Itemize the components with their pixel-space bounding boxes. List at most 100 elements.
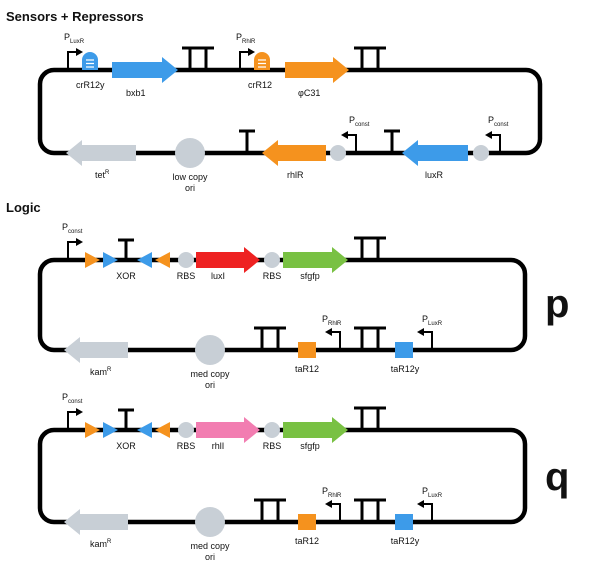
q-terminator-bottom-2: [270, 498, 286, 522]
p-rbs-2-label: RBS: [263, 271, 282, 281]
pluxr-label: PLuxR: [64, 32, 85, 45]
logic-q-plasmid: Pconst XOR RBS rhlI RBS sfgfp kamR med c…: [37, 392, 569, 562]
q-rbs-1-label: RBS: [177, 441, 196, 451]
logic-section-title: Logic: [6, 200, 41, 215]
promoter-prhlr-arrowhead: [248, 48, 255, 56]
q-terminator-top-1: [354, 406, 370, 430]
bxb1-gene-arrow: [112, 57, 178, 83]
promoter-prhlr-symbol: [239, 51, 248, 70]
terminator-5: [239, 129, 255, 153]
p-tar12-label: taR12: [295, 364, 319, 374]
p-plasmid-letter: p: [545, 282, 569, 326]
q-med-copy-label-line1: med copy: [190, 541, 230, 551]
p-sfgfp-gene-arrow: [283, 247, 348, 273]
luxr-label: luxR: [425, 170, 444, 180]
p-blue-site-2-icon: [137, 252, 152, 268]
p-med-copy-label-line2: ori: [205, 380, 215, 390]
q-pconst-label: Pconst: [62, 392, 83, 405]
crr12-stem-lines: [258, 59, 266, 68]
p-xor-terminator: [118, 238, 134, 260]
p-promoter-pluxr-symbol: [424, 331, 433, 350]
p-luxi-label: luxI: [211, 271, 225, 281]
promoter-pluxr-arrowhead: [76, 48, 83, 56]
q-tar12-box: [298, 514, 316, 530]
prhlr-label: PRhlR: [236, 32, 256, 45]
p-med-copy-ori-circle: [195, 335, 225, 365]
p-orange-site-1-icon: [85, 252, 100, 268]
q-promoter-prhlr-symbol: [332, 503, 341, 522]
sensors-section-title: Sensors + Repressors: [6, 9, 144, 24]
p-rbs-2-circle: [264, 252, 280, 268]
phic31-gene-arrow: [285, 57, 349, 83]
crr12y-riboswitch-icon: [82, 52, 98, 70]
p-pluxr-label: PLuxR: [422, 314, 443, 327]
q-backbone: [37, 427, 528, 525]
p-rbs-1-circle: [178, 252, 194, 268]
q-kamr-label: kamR: [90, 539, 112, 549]
sensors-backbone: [37, 67, 543, 156]
q-prhlr-label: PRhlR: [322, 486, 342, 499]
q-xor-terminator: [118, 408, 134, 430]
crr12-riboswitch-icon: [254, 52, 270, 70]
q-terminator-bottom-3: [354, 498, 370, 522]
p-terminator-top-1: [354, 236, 370, 260]
p-terminator-bottom-2: [270, 326, 286, 350]
p-prhlr-label: PRhlR: [322, 314, 342, 327]
q-rbs-2-label: RBS: [263, 441, 282, 451]
p-med-copy-label-line1: med copy: [190, 369, 230, 379]
low-copy-label-line1: low copy: [172, 172, 208, 182]
q-rhli-label: rhlI: [212, 441, 225, 451]
promoter-pconst-1-arrowhead: [341, 131, 348, 139]
promoter-pluxr-symbol: [67, 51, 76, 70]
p-promoter-pluxr-arrowhead: [417, 328, 424, 336]
p-kamr-label: kamR: [90, 367, 112, 377]
q-rbs-2-circle: [264, 422, 280, 438]
p-tar12y-label: taR12y: [391, 364, 420, 374]
q-promoter-pluxr-arrowhead: [417, 500, 424, 508]
p-luxi-gene-arrow: [196, 247, 260, 273]
q-promoter-pconst-symbol: [67, 411, 76, 430]
rbs-circle-1: [330, 145, 346, 161]
p-promoter-prhlr-symbol: [332, 331, 341, 350]
crr12y-label: crR12y: [76, 80, 105, 90]
tetr-label: tetR: [95, 170, 110, 180]
low-copy-ori-circle: [175, 138, 205, 168]
p-promoter-pconst-symbol: [67, 241, 76, 260]
q-plasmid-letter: q: [545, 455, 569, 499]
q-med-copy-ori-circle: [195, 507, 225, 537]
p-terminator-bottom-4: [370, 326, 386, 350]
terminator-6: [384, 129, 400, 153]
q-rhli-gene-arrow: [196, 417, 260, 443]
q-promoter-pconst-arrowhead: [76, 408, 83, 416]
sensors-plasmid: PLuxR crR12y bxb1 PRhlR crR12 φC31 tetR …: [37, 32, 543, 193]
q-tar12y-box: [395, 514, 413, 530]
q-med-copy-label-line2: ori: [205, 552, 215, 562]
q-promoter-prhlr-arrowhead: [325, 500, 332, 508]
terminator-2: [198, 46, 214, 70]
q-terminator-bottom-4: [370, 498, 386, 522]
terminator-4: [370, 46, 386, 70]
q-orange-site-2-icon: [155, 422, 170, 438]
q-orange-site-1-icon: [85, 422, 100, 438]
q-rbs-1-circle: [178, 422, 194, 438]
p-promoter-prhlr-arrowhead: [325, 328, 332, 336]
p-pconst-label: Pconst: [62, 222, 83, 235]
p-tar12y-box: [395, 342, 413, 358]
q-kamr-gene-arrow: [64, 509, 128, 535]
p-tar12-box: [298, 342, 316, 358]
tetr-gene-arrow: [66, 140, 136, 166]
p-blue-site-1-icon: [103, 252, 118, 268]
q-tar12-label: taR12: [295, 536, 319, 546]
promoter-pconst-2-symbol: [492, 134, 501, 153]
p-terminator-bottom-3: [354, 326, 370, 350]
q-xor-label: XOR: [116, 441, 136, 451]
q-terminator-top-2: [370, 406, 386, 430]
q-tar12y-label: taR12y: [391, 536, 420, 546]
rbs-circle-2: [473, 145, 489, 161]
promoter-pconst-2-arrowhead: [485, 131, 492, 139]
low-copy-label-line2: ori: [185, 183, 195, 193]
p-backbone: [37, 257, 528, 353]
pconst-1-label: Pconst: [349, 115, 370, 128]
p-terminator-bottom-1: [254, 326, 270, 350]
